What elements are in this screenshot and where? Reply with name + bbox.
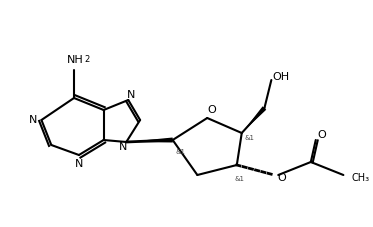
Text: &1: &1 [245,135,255,141]
Text: OH: OH [273,72,290,82]
Text: CH₃: CH₃ [351,173,369,183]
Text: N: N [127,90,135,100]
Text: &1: &1 [176,149,186,155]
Polygon shape [242,106,266,133]
Text: 2: 2 [84,55,90,64]
Polygon shape [126,138,173,143]
Text: O: O [317,130,326,140]
Text: &1: &1 [235,176,245,182]
Text: N: N [119,142,128,152]
Text: O: O [278,173,286,183]
Text: N: N [29,115,38,125]
Text: N: N [75,159,83,169]
Text: NH: NH [67,55,84,65]
Text: O: O [208,105,216,115]
